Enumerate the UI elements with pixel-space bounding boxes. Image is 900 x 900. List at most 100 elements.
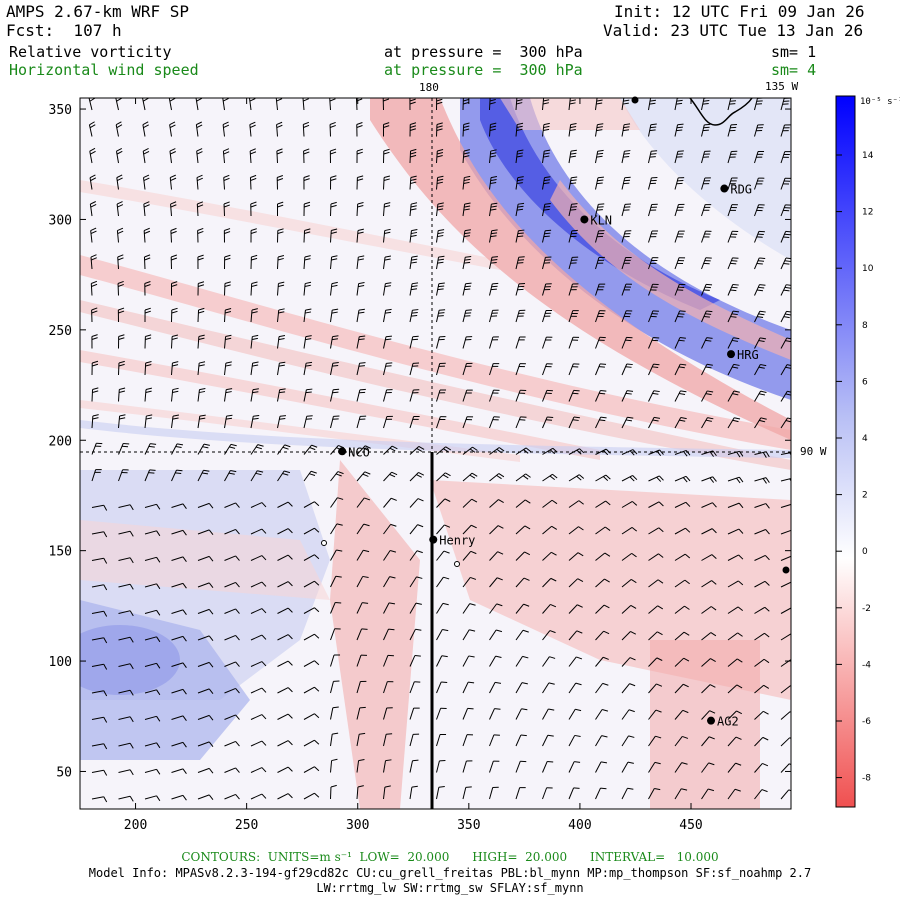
wind-barb-flag [602,709,609,712]
wind-barb [515,551,525,561]
wind-barb [330,257,333,270]
wind-barb [489,390,494,402]
wind-barb [621,683,630,694]
wind-barb [250,581,263,588]
wind-barb-flag [542,102,550,105]
wind-barb-flag [251,308,258,311]
wind-barb [197,529,210,535]
wind-barb [568,526,579,535]
wind-barb-flag [603,630,610,635]
wind-barb-flag [418,472,425,476]
wind-barb-flag [757,260,765,262]
wind-barb-flag [249,148,256,152]
wind-barb-flag [156,795,161,802]
wind-barb-flag [463,155,470,158]
wind-barb-flag [705,419,712,422]
wind-barb [409,472,419,482]
y-tick-label: 200 [49,434,72,449]
wind-barb-flag [156,557,161,563]
wind-barb [91,637,104,641]
wind-barb-flag [279,415,286,417]
wind-barb [169,124,172,137]
wind-barb [489,787,494,800]
wind-barb-flag [789,763,791,766]
wind-barb-flag [680,363,687,366]
wind-barb [542,735,549,747]
wind-barb-flag [170,177,177,182]
wind-barb [542,604,551,614]
wind-barb-flag [463,122,470,126]
wind-barb-flag [282,446,289,450]
wind-barb-flag [525,499,531,504]
wind-barb-flag [208,503,214,509]
wind-barb [568,708,576,720]
wind-barb-flag [627,787,634,790]
wind-barb [462,760,467,773]
wind-barb-flag [156,636,161,643]
wind-barb [754,477,767,482]
wind-barb-flag [759,310,766,313]
wind-barb-flag [303,98,309,102]
wind-barb-flag [676,126,683,129]
wind-barb [489,682,496,694]
wind-barb-flag [250,231,257,234]
wind-barb [116,204,119,217]
wind-barb-flag [358,759,365,762]
wind-barb [171,443,178,455]
wind-barb [250,336,253,349]
wind-barb-flag [252,388,259,391]
wind-barb-flag [712,476,717,482]
wind-barb-flag [89,124,96,129]
wind-barb [780,204,786,217]
wind-barb-flag [436,152,444,155]
wind-barb-flag [385,282,392,285]
wind-barb-flag [759,337,767,340]
wind-barb-flag [758,393,766,396]
wind-barb-flag [468,655,475,658]
wind-barb-flag [235,688,240,694]
wind-barb-flag [463,149,470,152]
wind-barb [356,576,364,588]
wind-barb-flag [333,388,340,391]
wind-barb-flag [356,125,363,128]
wind-barb-flag [358,311,365,314]
wind-barb-flag [496,629,503,633]
wind-barb-flag [732,366,739,369]
wind-barb-flag [170,201,177,205]
wind-barb-flag [758,366,765,369]
wind-barb [383,230,386,243]
wind-barb-flag [787,390,791,393]
wind-barb [356,655,362,667]
wind-barb [648,709,657,720]
wind-barb-flag [383,122,390,125]
wind-barb [171,635,184,641]
wind-barb [277,581,289,588]
wind-barb-flag [310,470,317,474]
wind-barb [489,577,498,588]
wind-barb-flag [681,762,688,765]
station-marker [727,350,736,359]
wind-barb [250,528,263,535]
wind-barb-flag [223,151,230,155]
colorbar-tick-label: 8 [862,321,868,331]
colorbar-tick-label: 10 [862,264,874,274]
wind-barb [409,734,414,747]
wind-barb-flag [438,282,445,285]
wind-barb-flag [464,202,471,205]
wind-barb-flag [223,204,230,208]
wind-barb [515,708,522,720]
wind-barb-flag [575,708,582,712]
wind-barb-flag [314,501,320,507]
wind-barb-flag [436,122,443,125]
wind-barb-flag [331,758,338,762]
wind-barb-flag [441,681,448,684]
wind-barb-flag [410,208,417,211]
wind-barb-flag [678,366,685,369]
wind-barb-flag [279,391,286,394]
wind-barb-flag [251,254,258,258]
wind-barb-flag [490,155,497,158]
wind-barb-flag [129,742,134,749]
wind-barb-flag [436,98,443,102]
wind-barb [727,580,739,588]
wind-barb [701,606,712,614]
